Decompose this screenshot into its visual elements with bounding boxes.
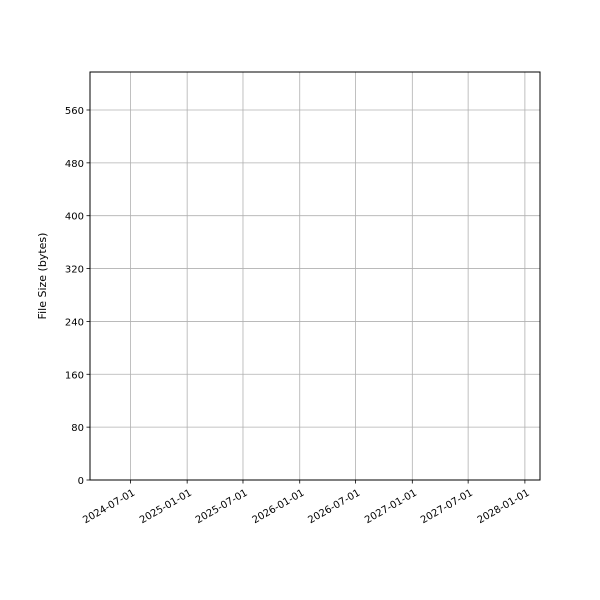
y-tick-label: 480 — [65, 159, 84, 170]
x-tick-label: 2027-07-01 — [419, 488, 475, 527]
x-tick-label: 2025-01-01 — [138, 488, 194, 527]
x-tick-label: 2026-01-01 — [251, 488, 307, 527]
y-tick-label: 240 — [65, 317, 84, 328]
plot-frame — [89, 71, 541, 481]
x-tick-label: 2025-07-01 — [194, 488, 250, 527]
y-axis: 0 80 160 240 320 400 480 560 — [65, 106, 90, 487]
y-tick-label: 0 — [78, 476, 84, 487]
y-tick-label: 560 — [65, 106, 84, 117]
y-tick-label: 80 — [71, 423, 84, 434]
plot-background — [90, 72, 540, 480]
x-tick-label: 2027-01-01 — [363, 488, 419, 527]
y-tick-label: 160 — [65, 370, 84, 381]
x-axis: 2024-07-01 2025-01-01 2025-07-01 2026-01-01… — [81, 480, 532, 527]
y-axis-label: File Size (bytes) — [36, 233, 49, 320]
y-tick-label: 400 — [65, 212, 84, 223]
grid — [90, 72, 540, 481]
x-tick-label: 2024-07-01 — [81, 488, 137, 527]
x-tick-label: 2026-07-01 — [306, 488, 362, 527]
y-tick-label: 320 — [65, 265, 84, 276]
x-tick-label: 2028-01-01 — [476, 488, 532, 527]
